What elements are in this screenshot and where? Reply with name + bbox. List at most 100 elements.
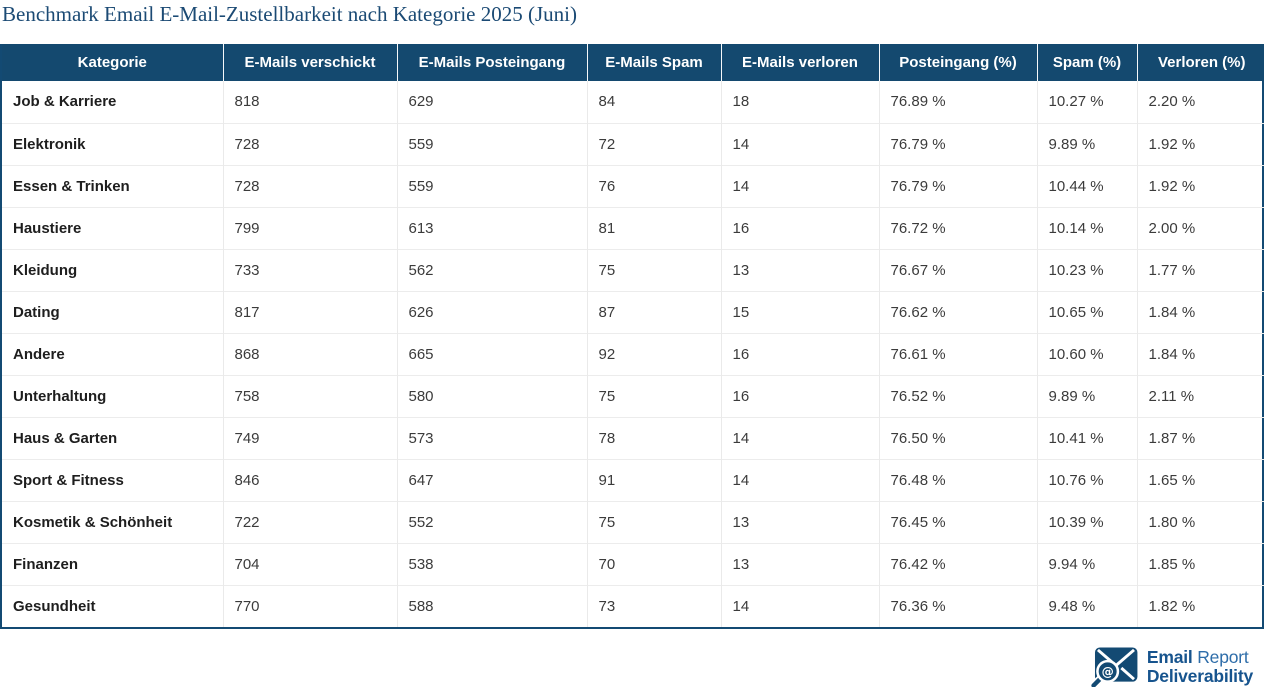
category-cell: Haustiere [2,206,224,249]
value-cell: 16 [721,206,880,249]
table-row: Kosmetik & Schönheit 722 552 75 13 76.45 % 10.… [2,500,1264,543]
value-cell: 2.00 % [1137,206,1264,249]
value-cell: 758 [223,374,398,417]
value-cell: 15 [721,290,880,333]
column-header: Verloren (%) [1137,44,1264,81]
category-cell: Job & Karriere [2,81,224,123]
table-row: Job & Karriere 818 629 84 18 76.89 % 10.27 % 2.… [2,81,1264,123]
value-cell: 10.39 % [1037,500,1138,543]
column-header: E-Mails Spam [587,44,722,81]
value-cell: 1.84 % [1137,290,1264,333]
value-cell: 559 [397,122,588,165]
value-cell: 552 [397,500,588,543]
value-cell: 76.52 % [879,374,1038,417]
value-cell: 10.41 % [1037,416,1138,459]
column-header: E-Mails verschickt [223,44,398,81]
value-cell: 9.89 % [1037,122,1138,165]
value-cell: 580 [397,374,588,417]
value-cell: 10.44 % [1037,164,1138,207]
value-cell: 749 [223,416,398,459]
value-cell: 728 [223,122,398,165]
category-cell: Dating [2,290,224,333]
value-cell: 868 [223,332,398,375]
category-cell: Andere [2,332,224,375]
value-cell: 9.89 % [1037,374,1138,417]
value-cell: 13 [721,500,880,543]
value-cell: 76.72 % [879,206,1038,249]
value-cell: 704 [223,542,398,585]
value-cell: 1.82 % [1137,584,1264,627]
value-cell: 76.79 % [879,164,1038,207]
column-header: E-Mails verloren [721,44,880,81]
table-row: Gesundheit 770 588 73 14 76.36 % 9.48 % 1.82 % [2,584,1264,627]
value-cell: 76.50 % [879,416,1038,459]
value-cell: 81 [587,206,722,249]
value-cell: 16 [721,374,880,417]
value-cell: 562 [397,248,588,291]
category-cell: Kosmetik & Schönheit [2,500,224,543]
table-row: Sport & Fitness 846 647 91 14 76.48 % 10.76 % 1… [2,458,1264,501]
category-cell: Kleidung [2,248,224,291]
value-cell: 13 [721,248,880,291]
value-cell: 1.80 % [1137,500,1264,543]
value-cell: 573 [397,416,588,459]
brand-logo-text: Email Report Deliverability [1147,648,1253,686]
value-cell: 75 [587,248,722,291]
value-cell: 87 [587,290,722,333]
value-cell: 733 [223,248,398,291]
value-cell: 9.94 % [1037,542,1138,585]
value-cell: 728 [223,164,398,207]
value-cell: 1.87 % [1137,416,1264,459]
benchmark-table-container: Kategorie E-Mails verschickt E-Mails Poste… [0,44,1264,629]
value-cell: 722 [223,500,398,543]
value-cell: 1.77 % [1137,248,1264,291]
envelope-magnifier-icon: @ [1090,647,1138,687]
value-cell: 14 [721,584,880,627]
value-cell: 73 [587,584,722,627]
value-cell: 76.48 % [879,458,1038,501]
value-cell: 84 [587,81,722,123]
value-cell: 76 [587,164,722,207]
value-cell: 1.92 % [1137,164,1264,207]
table-row: Finanzen 704 538 70 13 76.42 % 9.94 % 1.85 % [2,542,1264,585]
value-cell: 76.36 % [879,584,1038,627]
value-cell: 626 [397,290,588,333]
value-cell: 10.27 % [1037,81,1138,123]
value-cell: 818 [223,81,398,123]
value-cell: 18 [721,81,880,123]
at-symbol: @ [1101,665,1113,679]
value-cell: 72 [587,122,722,165]
brand-line-2: Deliverability [1146,666,1253,686]
header-row: Kategorie E-Mails verschickt E-Mails Poste… [2,44,1264,81]
value-cell: 76.45 % [879,500,1038,543]
brand-line-1: Email Report [1146,647,1249,667]
category-cell: Essen & Trinken [2,164,224,207]
table-row: Kleidung 733 562 75 13 76.67 % 10.23 % 1.77 % [2,248,1264,291]
value-cell: 78 [587,416,722,459]
category-cell: Unterhaltung [2,374,224,417]
table-row: Andere 868 665 92 16 76.61 % 10.60 % 1.84 % [2,332,1264,375]
value-cell: 92 [587,332,722,375]
category-cell: Haus & Garten [2,416,224,459]
brand-logo-link[interactable]: @ Email Report Deliverability [1090,647,1253,687]
value-cell: 14 [721,164,880,207]
category-cell: Gesundheit [2,584,224,627]
value-cell: 629 [397,81,588,123]
value-cell: 91 [587,458,722,501]
value-cell: 9.48 % [1037,584,1138,627]
column-header: Spam (%) [1037,44,1138,81]
value-cell: 76.61 % [879,332,1038,375]
table-row: Unterhaltung 758 580 75 16 76.52 % 9.89 % 2.11 … [2,374,1264,417]
value-cell: 2.20 % [1148,93,1196,111]
value-cell: 613 [397,206,588,249]
value-cell: 846 [223,458,398,501]
table-row: Dating 817 626 87 15 76.62 % 10.65 % 1.84 % [2,290,1264,333]
category-cell: Finanzen [2,542,224,585]
value-cell: 76.42 % [879,542,1038,585]
value-cell: 1.65 % [1137,458,1264,501]
value-cell: 817 [223,290,398,333]
value-cell: 14 [721,458,880,501]
value-cell: 770 [223,584,398,627]
value-cell: 2.11 % [1137,374,1264,417]
value-cell: 1.85 % [1137,542,1264,585]
